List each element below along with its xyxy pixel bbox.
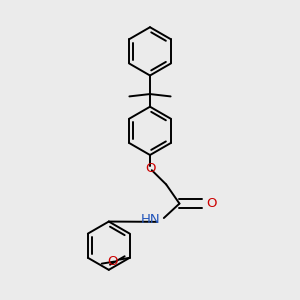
- Text: O: O: [206, 197, 216, 210]
- Text: O: O: [145, 162, 155, 175]
- Text: HN: HN: [141, 213, 160, 226]
- Text: O: O: [107, 255, 118, 268]
